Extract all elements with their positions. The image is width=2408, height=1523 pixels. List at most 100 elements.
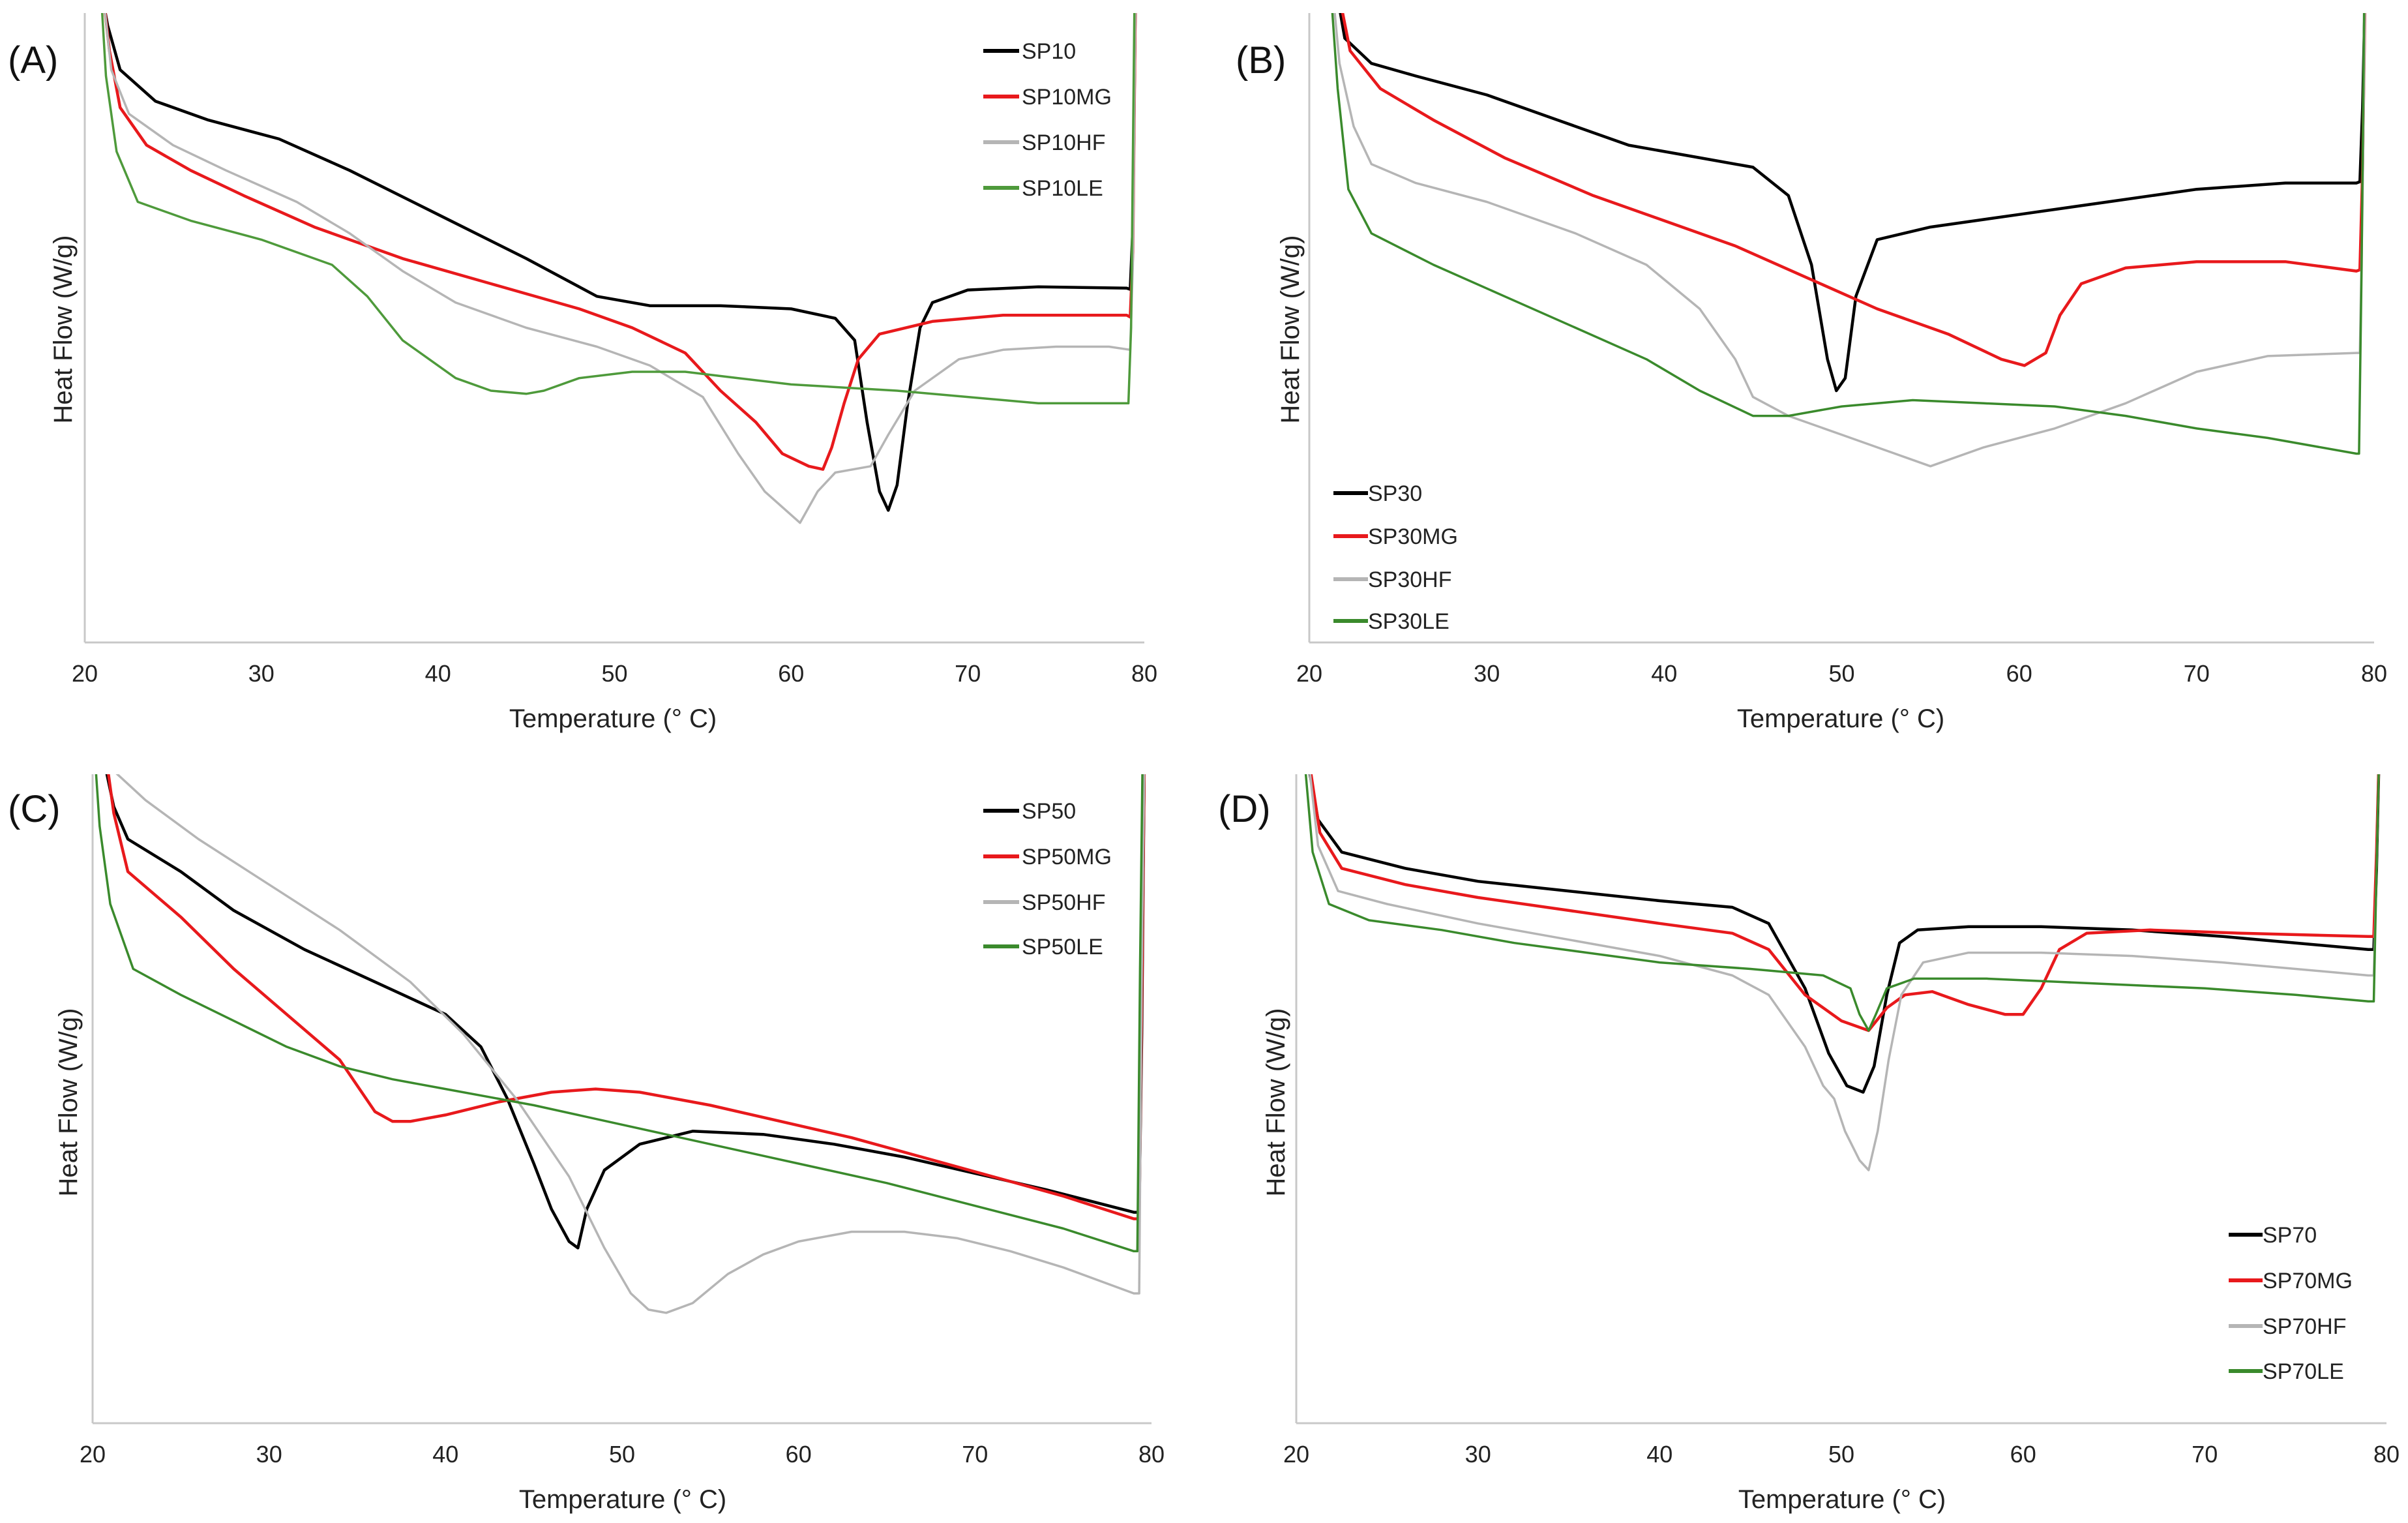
panel-b-tick-50: 50 [1828, 660, 1854, 687]
panel-b: (B) 20 30 40 50 60 70 80 Temperature (° … [1236, 13, 2387, 733]
panel-b-series-sp30mg [1341, 13, 2367, 367]
panel-b-tick-20: 20 [1296, 660, 1322, 687]
panel-d-legend-label: SP70 [2263, 1223, 2317, 1248]
panel-c-tick-70: 70 [962, 1441, 988, 1468]
panel-a-legend-label: SP10LE [1022, 176, 1103, 201]
panel-a-x-ticks: 20 30 40 50 60 70 80 [72, 660, 1157, 687]
panel-b-legend-item: SP30LE [1333, 609, 1449, 634]
panel-a-legend-item: SP10MG [983, 85, 1112, 110]
panel-d-tick-60: 60 [2010, 1441, 2036, 1468]
panel-b-label: (B) [1236, 39, 1286, 82]
panel-a-tick-30: 30 [248, 660, 275, 687]
panel-c-series-sp50le [95, 774, 1144, 1253]
panel-d-tick-80: 80 [2373, 1441, 2400, 1468]
panel-c-legend-label: SP50HF [1022, 890, 1106, 915]
panel-a-legend-item: SP10 [983, 39, 1076, 64]
panel-b-series-sp30hf [1333, 13, 2366, 468]
panel-c-legend-item: SP50MG [983, 845, 1112, 869]
panel-b-legend: SP30 SP30MG SP30HF SP30LE [1333, 481, 1458, 634]
panel-d-label: (D) [1218, 788, 1271, 830]
panel-a-legend-label: SP10MG [1022, 85, 1112, 110]
panel-a-series [100, 13, 1137, 524]
panel-d-y-axis-title: Heat Flow (W/g) [1262, 1008, 1290, 1197]
panel-b-legend-item: SP30 [1333, 481, 1422, 506]
panel-c-legend-item: SP50HF [983, 890, 1106, 915]
panel-b-legend-label: SP30 [1368, 481, 1422, 506]
panel-c-tick-30: 30 [256, 1441, 282, 1468]
panel-d-x-axis-title: Temperature (° C) [1738, 1485, 1946, 1514]
panel-b-series [1331, 13, 2367, 468]
panel-b-tick-30: 30 [1474, 660, 1500, 687]
panel-a-tick-70: 70 [955, 660, 981, 687]
panel-c: (C) 20 30 40 50 60 70 80 Temperature (° … [8, 774, 1165, 1514]
panel-a-legend-item: SP10LE [983, 176, 1103, 201]
panel-c-legend-label: SP50MG [1022, 845, 1112, 869]
panel-a-tick-50: 50 [601, 660, 627, 687]
panel-a-legend: SP10 SP10MG SP10HF SP10LE [983, 39, 1112, 201]
panel-b-tick-40: 40 [1651, 660, 1677, 687]
panel-c-legend-label: SP50LE [1022, 935, 1103, 959]
panel-c-legend-label: SP50 [1022, 799, 1076, 824]
panel-b-legend-item: SP30MG [1333, 524, 1458, 549]
panel-c-legend-item: SP50 [983, 799, 1076, 824]
panel-b-series-sp30 [1339, 13, 2366, 393]
panel-c-legend-item: SP50LE [983, 935, 1103, 959]
panel-b-x-axis-title: Temperature (° C) [1737, 704, 1944, 733]
panel-d-series-sp70le [1304, 774, 2380, 1032]
panel-c-y-axis-title: Heat Flow (W/g) [54, 1008, 83, 1197]
panel-b-legend-label: SP30MG [1368, 524, 1458, 549]
panel-c-legend: SP50 SP50MG SP50HF SP50LE [983, 799, 1112, 959]
panel-c-tick-80: 80 [1138, 1441, 1165, 1468]
panel-d-series-sp70mg [1309, 774, 2381, 1033]
panel-a-legend-label: SP10HF [1022, 130, 1106, 155]
panel-a-label: (A) [8, 39, 58, 82]
panel-d-legend-item: SP70MG [2229, 1269, 2353, 1293]
panel-a-tick-20: 20 [72, 660, 98, 687]
panel-b-tick-80: 80 [2361, 660, 2387, 687]
panel-b-series-sp30le [1331, 13, 2366, 455]
panel-b-legend-label: SP30HF [1368, 567, 1452, 592]
panel-b-legend-label: SP30LE [1368, 609, 1449, 634]
panel-d-series-sp70 [1308, 774, 2381, 1094]
panel-c-label: (C) [8, 788, 61, 830]
panel-d: (D) 20 30 40 50 60 70 80 Temperature (° … [1218, 774, 2400, 1514]
panel-c-tick-50: 50 [609, 1441, 635, 1468]
panel-c-x-axis-title: Temperature (° C) [519, 1485, 726, 1514]
panel-c-series-sp50 [105, 774, 1146, 1250]
panel-a-tick-60: 60 [778, 660, 804, 687]
panel-d-tick-70: 70 [2192, 1441, 2218, 1468]
panel-d-tick-50: 50 [1828, 1441, 1854, 1468]
panel-d-legend-item: SP70LE [2229, 1359, 2344, 1384]
panel-c-x-ticks: 20 30 40 50 60 70 80 [80, 1441, 1165, 1468]
panel-a-y-axis-title: Heat Flow (W/g) [49, 235, 78, 424]
panel-a-tick-80: 80 [1131, 660, 1157, 687]
panel-d-series-sp70hf [1309, 774, 2380, 1171]
panel-d-legend-item: SP70HF [2229, 1314, 2347, 1339]
panel-d-legend-label: SP70LE [2263, 1359, 2344, 1384]
panel-a: (A) 20 30 40 50 60 70 80 Temperature (° … [8, 13, 1157, 733]
panel-a-x-axis-title: Temperature (° C) [509, 704, 717, 733]
panel-c-series [95, 774, 1146, 1314]
panel-d-legend-item: SP70 [2229, 1223, 2317, 1248]
panel-a-series-sp10 [104, 13, 1137, 512]
panel-d-tick-30: 30 [1465, 1441, 1491, 1468]
panel-b-x-ticks: 20 30 40 50 60 70 80 [1296, 660, 2387, 687]
panel-d-series [1304, 774, 2381, 1171]
panel-a-legend-item: SP10HF [983, 130, 1106, 155]
panel-a-series-sp10hf [104, 13, 1137, 524]
panel-d-tick-40: 40 [1646, 1441, 1672, 1468]
panel-c-tick-60: 60 [786, 1441, 812, 1468]
panel-a-tick-40: 40 [425, 660, 451, 687]
panel-b-tick-70: 70 [2184, 660, 2210, 687]
panel-a-series-sp10mg [104, 13, 1137, 471]
panel-d-x-ticks: 20 30 40 50 60 70 80 [1283, 1441, 2400, 1468]
panel-d-legend-label: SP70MG [2263, 1269, 2353, 1293]
panel-b-tick-60: 60 [2006, 660, 2032, 687]
panel-b-y-axis-title: Heat Flow (W/g) [1276, 235, 1305, 424]
panel-d-tick-20: 20 [1283, 1441, 1309, 1468]
panel-c-tick-20: 20 [80, 1441, 106, 1468]
panel-b-legend-item: SP30HF [1333, 567, 1452, 592]
panel-c-series-sp50mg [107, 774, 1146, 1220]
panel-a-series-sp10le [100, 13, 1136, 405]
